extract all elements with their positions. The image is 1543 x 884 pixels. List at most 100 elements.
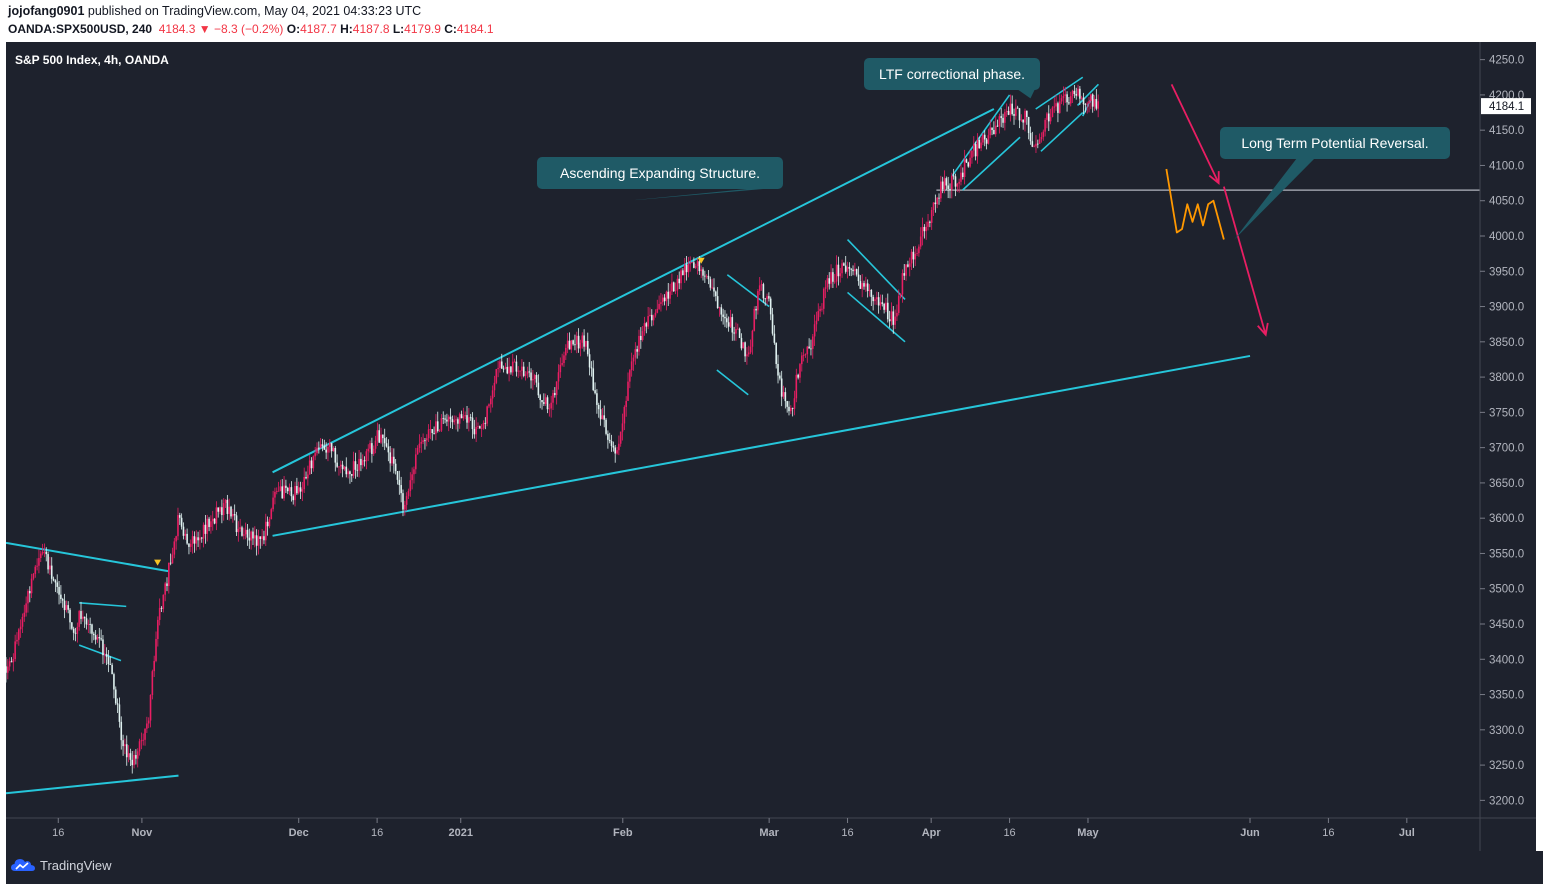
candle-body — [980, 142, 982, 149]
candle-body — [244, 529, 247, 535]
candle-body — [961, 172, 964, 177]
candle-body — [546, 397, 549, 410]
tradingview-logo[interactable]: TradingView — [10, 857, 112, 873]
candle-body — [230, 506, 232, 517]
candle-body — [175, 536, 177, 542]
candle-body — [202, 524, 205, 539]
candle-body — [122, 740, 124, 747]
chart-frame[interactable]: Ascending Expanding Structure. LTF correc… — [6, 42, 1536, 851]
candle-body — [308, 460, 311, 475]
price-tick-label: 3850.0 — [1489, 337, 1524, 349]
candle-body — [665, 291, 668, 302]
price-tick-label: 3500.0 — [1489, 584, 1524, 596]
candle-body — [746, 354, 748, 357]
pattern-line — [79, 602, 127, 608]
candle-body — [71, 622, 73, 629]
candle-body — [1027, 116, 1030, 134]
candle-body — [1082, 97, 1085, 105]
candle-body — [544, 397, 547, 404]
candle-body — [1038, 139, 1041, 144]
candle-body — [689, 263, 692, 265]
candle-body — [568, 340, 571, 350]
candle-body — [96, 637, 99, 640]
candle-body — [204, 524, 207, 534]
candle-body — [39, 553, 42, 559]
price-tick-label: 3650.0 — [1489, 478, 1524, 490]
candle-body — [704, 275, 706, 277]
candle-body — [120, 721, 123, 741]
candle-body — [927, 221, 929, 227]
candle-body — [219, 507, 221, 512]
candle-body — [854, 269, 856, 272]
marker-triangle-down — [697, 257, 705, 264]
candle-body — [69, 609, 71, 623]
candle-body — [919, 236, 922, 247]
candle-body — [319, 444, 322, 449]
candle-body — [460, 414, 463, 419]
candle-body — [897, 296, 900, 313]
candle-body — [868, 289, 871, 292]
time-tick-label: Jul — [1399, 827, 1415, 839]
candle-body — [272, 497, 274, 510]
candle-body — [976, 139, 979, 157]
symbol-label: OANDA:SPX500USD, 240 — [8, 22, 153, 36]
candle-body — [965, 159, 968, 163]
candle-body — [612, 445, 615, 448]
candle-body — [581, 335, 584, 343]
candle-body — [297, 487, 300, 494]
candle-body — [1079, 88, 1081, 99]
candle-body — [217, 507, 220, 512]
candle-body — [1004, 112, 1006, 123]
candle-body — [1060, 98, 1063, 102]
candle-body — [402, 493, 404, 510]
candle-body — [50, 565, 53, 579]
candle-body — [6, 666, 7, 673]
candle-body — [801, 355, 803, 365]
pattern-line — [78, 644, 122, 662]
candle-body — [566, 340, 569, 348]
candle-body — [722, 314, 724, 317]
candle-body — [339, 464, 342, 467]
candle-body — [211, 518, 214, 522]
author-username[interactable]: jojofang0901 — [8, 4, 85, 18]
candle-body — [1015, 107, 1017, 116]
candle-body — [270, 509, 273, 520]
time-axis[interactable]: 16 Nov Dec 16 2021 Feb Mar 16 Apr 16 May Jun 16 Jul — [6, 817, 1536, 839]
candle-body — [325, 449, 327, 453]
candle-body — [10, 661, 13, 663]
callout-ascending-text: Ascending Expanding Structure. — [560, 165, 760, 181]
candle-body — [819, 308, 821, 312]
candle-body — [502, 368, 505, 370]
candle-body — [784, 392, 787, 402]
candle-body — [113, 674, 115, 690]
candle-body — [1053, 106, 1056, 108]
price-chart[interactable]: Ascending Expanding Structure. LTF correc… — [6, 42, 1536, 851]
candle-body — [93, 633, 95, 636]
candle-body — [742, 342, 745, 349]
candle-body — [455, 419, 457, 421]
candle-body — [918, 246, 920, 254]
brand-text: TradingView — [40, 857, 112, 873]
candle-body — [967, 162, 970, 167]
candle-body — [82, 616, 84, 619]
callout-ascending-box — [537, 157, 783, 189]
candle-body — [866, 283, 869, 292]
candle-body — [23, 612, 26, 617]
candle-body — [420, 441, 423, 444]
candle-body — [623, 406, 626, 424]
time-tick-label: 16 — [371, 827, 383, 839]
candle-body — [940, 181, 942, 199]
candle-body — [916, 253, 918, 254]
price-tick-label: 4050.0 — [1489, 196, 1524, 208]
price-tick-label: 4000.0 — [1489, 231, 1524, 243]
price-axis[interactable]: 4250.04200.04150.04100.04050.04000.03950… — [1479, 42, 1531, 851]
candle-body — [768, 296, 770, 299]
candle-body — [480, 428, 483, 429]
candle-body — [630, 361, 633, 371]
candle-body — [193, 536, 196, 544]
reversal-arrow-1-head — [1208, 171, 1220, 185]
candle-body — [552, 393, 554, 403]
candle-body — [528, 371, 531, 373]
candle-body — [951, 175, 953, 190]
candle-body — [372, 448, 375, 454]
